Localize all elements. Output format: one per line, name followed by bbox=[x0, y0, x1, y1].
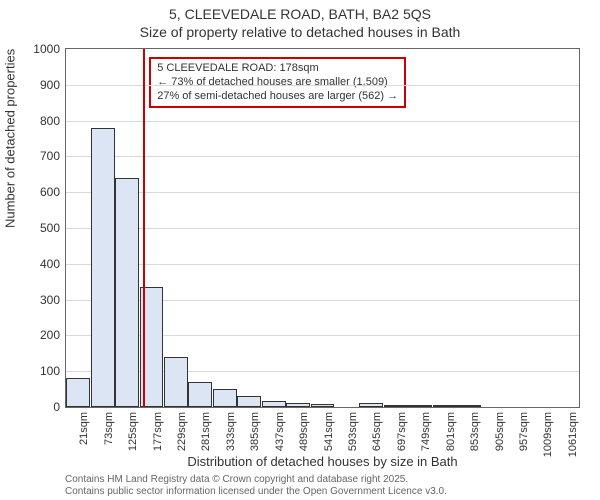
property-marker-line bbox=[143, 49, 145, 407]
plot-area: 5 CLEEVEDALE ROAD: 178sqm ← 73% of detac… bbox=[65, 48, 580, 408]
histogram-bar bbox=[66, 378, 90, 407]
x-tick-label: 21sqm bbox=[78, 412, 90, 462]
chart-container: 5, CLEEVEDALE ROAD, BATH, BA2 5QS Size o… bbox=[0, 0, 600, 500]
y-tick-label: 200 bbox=[10, 328, 60, 342]
histogram-bar bbox=[91, 128, 115, 407]
footer-line2: Contains public sector information licen… bbox=[65, 486, 447, 497]
histogram-bar bbox=[188, 382, 212, 407]
x-tick-label: 333sqm bbox=[225, 412, 237, 462]
x-tick-label: 645sqm bbox=[371, 412, 383, 462]
histogram-bar bbox=[384, 405, 408, 407]
x-tick-label: 957sqm bbox=[518, 412, 530, 462]
y-axis-label: Number of detached properties bbox=[3, 49, 18, 228]
y-tick-label: 100 bbox=[10, 364, 60, 378]
y-tick-label: 1000 bbox=[10, 42, 60, 56]
y-tick-label: 900 bbox=[10, 78, 60, 92]
chart-title-line2: Size of property relative to detached ho… bbox=[0, 24, 600, 40]
histogram-bar bbox=[433, 405, 457, 407]
x-tick-label: 125sqm bbox=[127, 412, 139, 462]
histogram-bar bbox=[164, 357, 188, 407]
histogram-bar bbox=[115, 178, 139, 407]
x-tick-label: 541sqm bbox=[323, 412, 335, 462]
x-tick-label: 1061sqm bbox=[567, 412, 579, 462]
x-tick-label: 749sqm bbox=[420, 412, 432, 462]
x-tick-label: 853sqm bbox=[469, 412, 481, 462]
x-tick-label: 73sqm bbox=[103, 412, 115, 462]
chart-title-line1: 5, CLEEVEDALE ROAD, BATH, BA2 5QS bbox=[0, 6, 600, 22]
histogram-bar bbox=[457, 405, 481, 407]
y-tick-label: 400 bbox=[10, 257, 60, 271]
histogram-bar bbox=[408, 405, 432, 407]
x-tick-label: 177sqm bbox=[152, 412, 164, 462]
histogram-bar bbox=[286, 403, 310, 407]
y-tick-label: 0 bbox=[10, 400, 60, 414]
histogram-bar bbox=[359, 403, 383, 407]
y-tick-label: 600 bbox=[10, 185, 60, 199]
histogram-bar bbox=[262, 401, 286, 407]
y-tick-label: 700 bbox=[10, 149, 60, 163]
histogram-bar bbox=[311, 404, 335, 407]
histogram-bar bbox=[237, 396, 261, 407]
y-tick-label: 300 bbox=[10, 293, 60, 307]
footer-line1: Contains HM Land Registry data © Crown c… bbox=[65, 474, 408, 485]
marker-callout: 5 CLEEVEDALE ROAD: 178sqm ← 73% of detac… bbox=[149, 57, 406, 108]
histogram-bar bbox=[213, 389, 237, 407]
x-tick-label: 697sqm bbox=[396, 412, 408, 462]
x-tick-label: 437sqm bbox=[274, 412, 286, 462]
x-tick-label: 593sqm bbox=[347, 412, 359, 462]
callout-line3: 27% of semi-detached houses are larger (… bbox=[157, 90, 398, 104]
x-tick-label: 489sqm bbox=[298, 412, 310, 462]
y-tick-label: 800 bbox=[10, 114, 60, 128]
callout-line2: ← 73% of detached houses are smaller (1,… bbox=[157, 76, 398, 90]
x-tick-label: 905sqm bbox=[494, 412, 506, 462]
x-tick-label: 801sqm bbox=[445, 412, 457, 462]
y-tick-label: 500 bbox=[10, 221, 60, 235]
x-tick-label: 385sqm bbox=[249, 412, 261, 462]
x-tick-label: 229sqm bbox=[176, 412, 188, 462]
x-tick-label: 1009sqm bbox=[542, 412, 554, 462]
x-tick-label: 281sqm bbox=[200, 412, 212, 462]
callout-line1: 5 CLEEVEDALE ROAD: 178sqm bbox=[157, 62, 398, 76]
